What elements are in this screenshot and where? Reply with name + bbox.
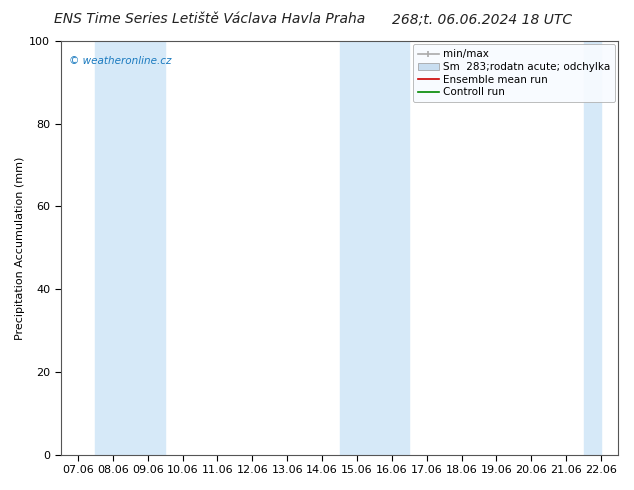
Bar	[583, 41, 601, 455]
Text: ENS Time Series Letiště Václava Havla Praha: ENS Time Series Letiště Václava Havla Pr…	[54, 12, 365, 26]
Legend: min/max, Sm  283;rodatn acute; odchylka, Ensemble mean run, Controll run: min/max, Sm 283;rodatn acute; odchylka, …	[413, 44, 615, 102]
Bar	[96, 41, 165, 455]
Y-axis label: Precipitation Accumulation (mm): Precipitation Accumulation (mm)	[15, 156, 25, 340]
Text: 268;t. 06.06.2024 18 UTC: 268;t. 06.06.2024 18 UTC	[392, 12, 572, 26]
Text: © weatheronline.cz: © weatheronline.cz	[69, 55, 171, 66]
Bar	[339, 41, 409, 455]
